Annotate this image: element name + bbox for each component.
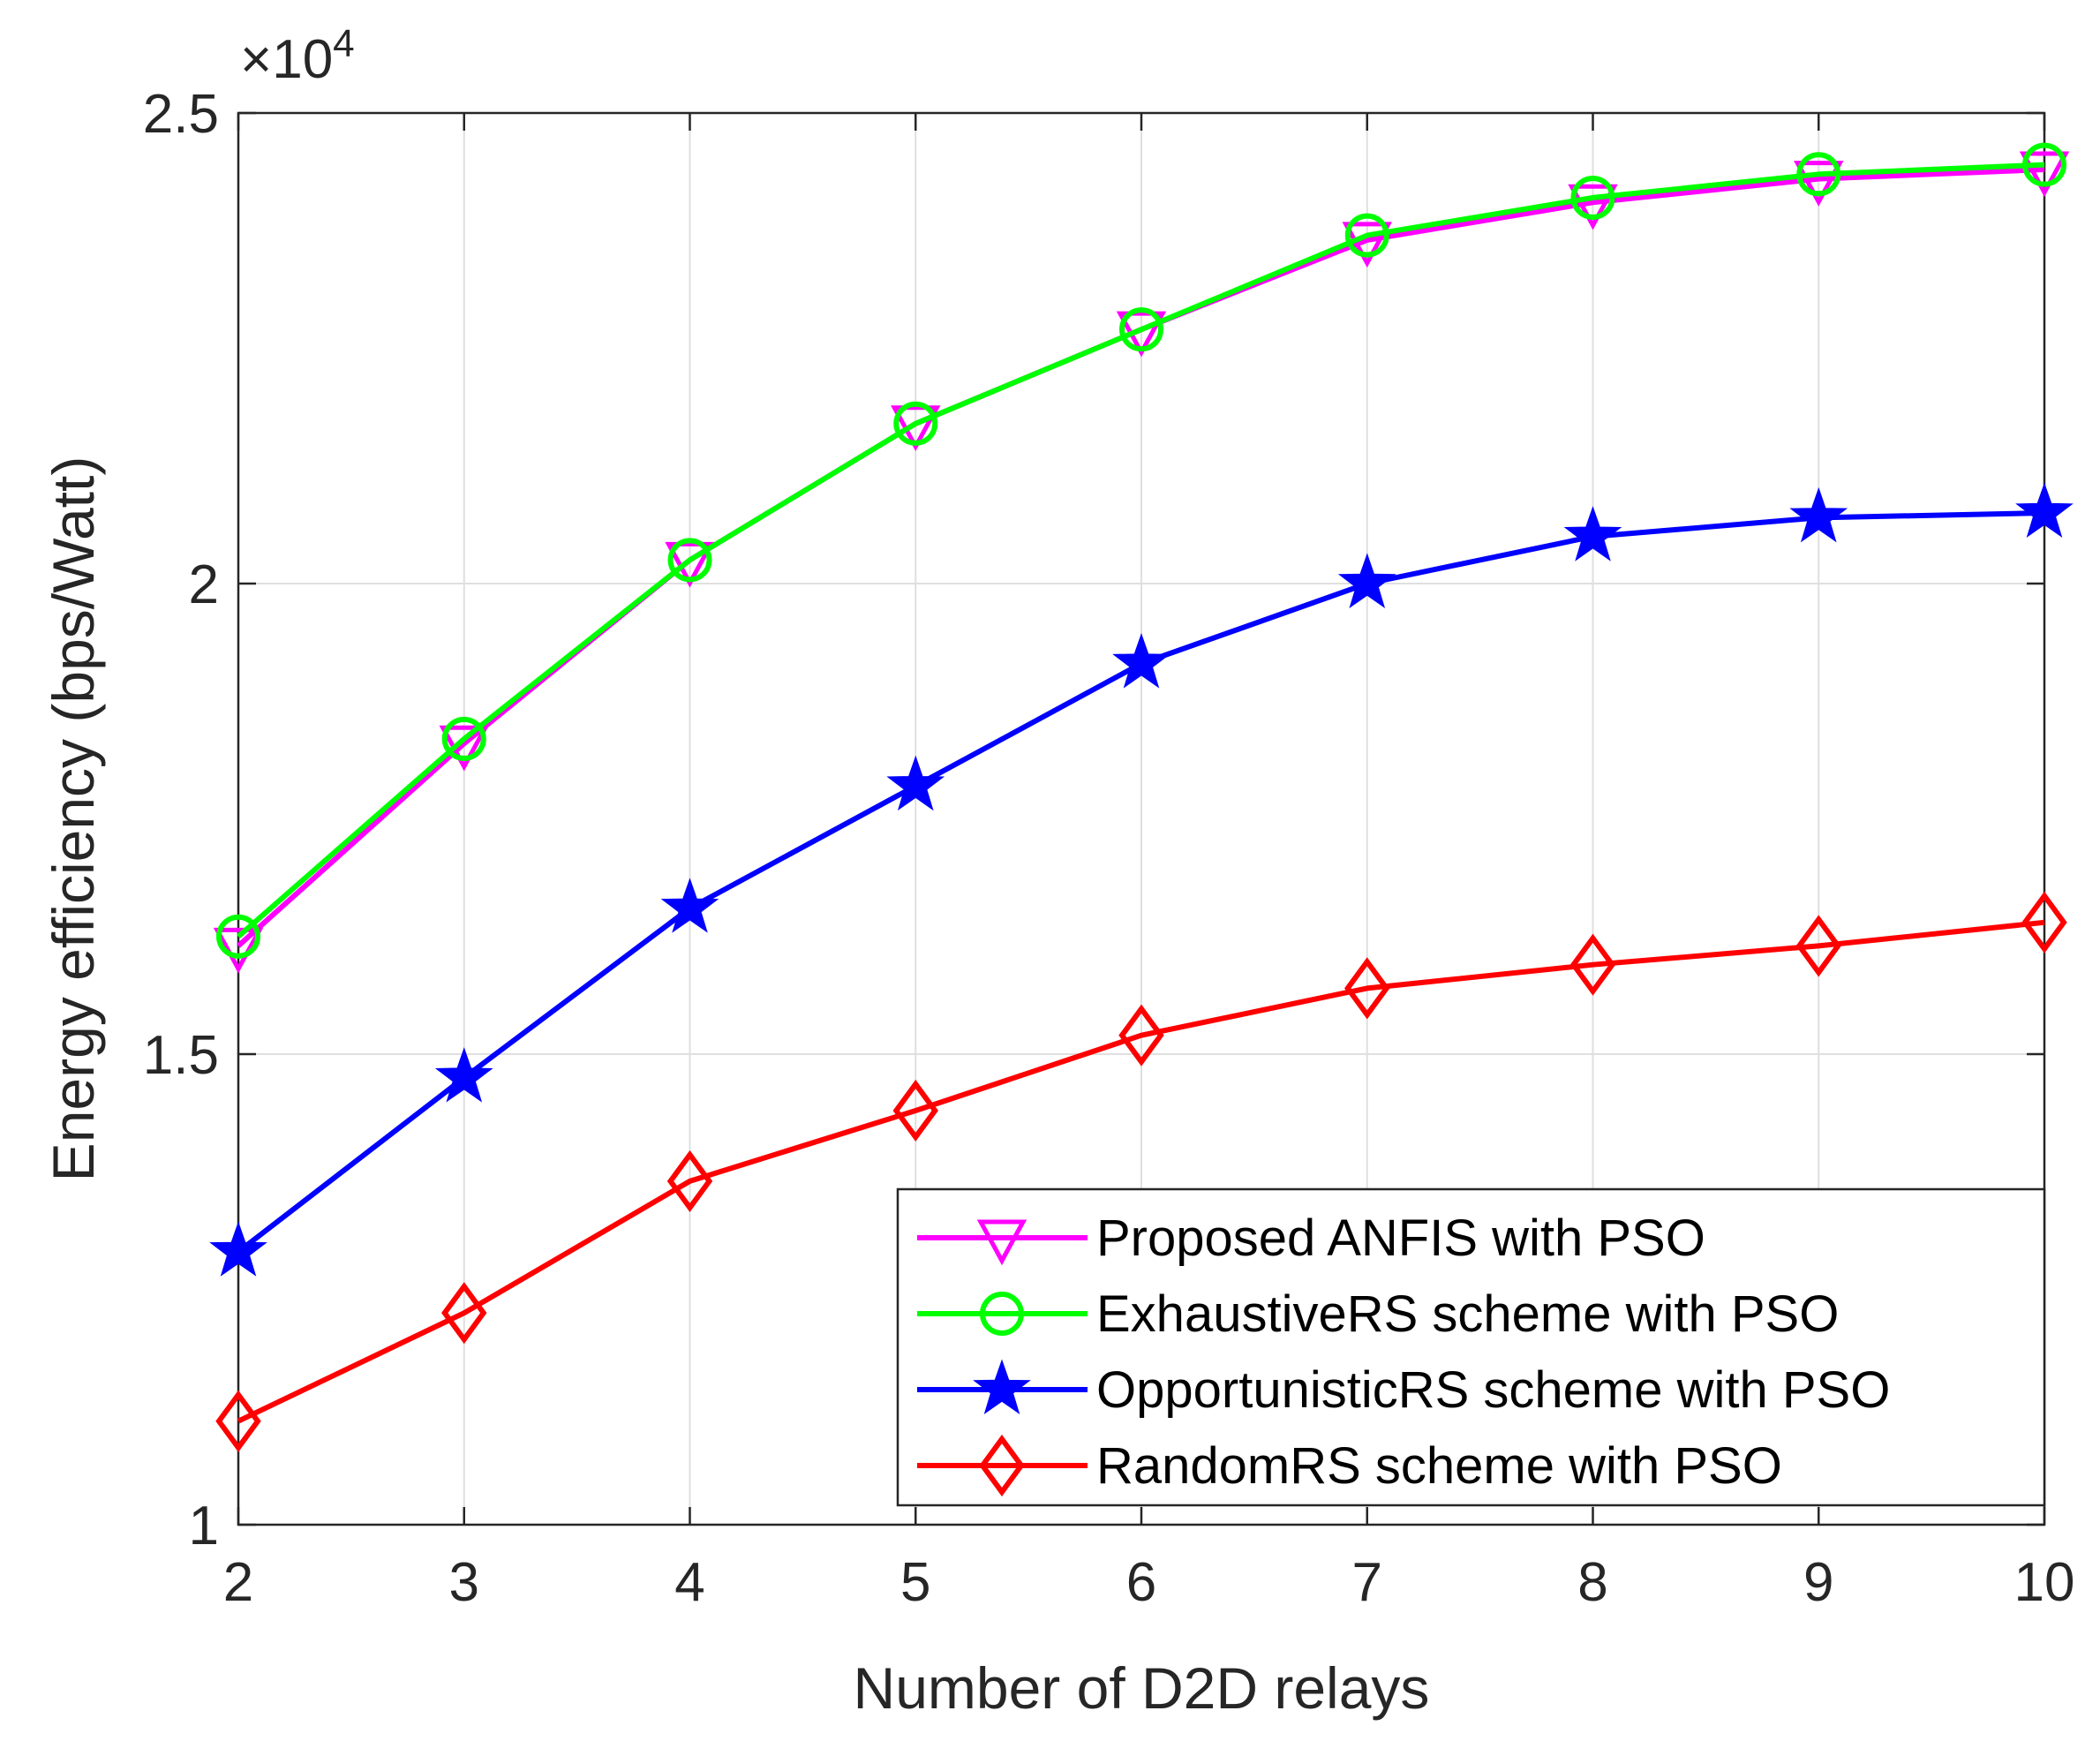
data-point [1118,1004,1164,1066]
y-tick-label: 1 [189,1496,219,1556]
data-point [1563,506,1622,561]
series-1 [216,142,2066,959]
data-point [892,1079,938,1142]
legend-label: Proposed ANFIS with PSO [1096,1210,1705,1267]
legend-box [896,1187,2046,1507]
y-tick-label: 2.5 [143,84,219,145]
data-point [215,1390,261,1452]
data-point [1789,486,1848,543]
x-tick-label: 4 [674,1552,704,1613]
y-tick-label: 2 [189,554,219,615]
data-point [2022,142,2066,187]
data-point [1569,933,1616,996]
data-point [665,541,715,588]
series-line [237,919,2045,1424]
data-point [2019,151,2070,198]
y-axis-exponent: ×104 [240,22,355,90]
data-point [1344,957,1390,1020]
x-tick-label: 5 [900,1552,930,1613]
data-point [213,927,264,974]
data-point [1568,184,1618,230]
plot-frame [237,111,2046,1526]
legend-item: Proposed ANFIS with PSO [917,1210,1705,1267]
x-tick-label: 6 [1126,1552,1156,1613]
legend-marker [979,1434,1025,1497]
data-point [1570,175,1615,220]
data-point [209,1221,267,1277]
data-point [1119,307,1163,352]
series-3 [215,891,2067,1452]
data-point [1795,915,1841,977]
series-2 [209,482,2074,1277]
data-point [893,401,938,446]
x-tick-label: 9 [1803,1552,1833,1613]
data-point [667,538,712,583]
y-axis-label: Energy efficiency (bps/Watt) [41,456,106,1182]
legend-item: RandomRS scheme with PSO [917,1434,1782,1497]
legend-label: RandomRS scheme with PSO [1096,1437,1782,1495]
data-point [666,1149,713,1212]
legend-marker [976,1219,1027,1266]
data-point [1342,222,1392,268]
x-tick-label: 7 [1352,1552,1382,1613]
data-point [216,914,260,959]
legend-label: OpportunisticRS scheme with PSO [1096,1361,1890,1419]
data-point [1796,152,1841,197]
data-point [434,1047,493,1103]
x-axis-label: Number of D2D relays [854,1655,1430,1721]
series-line [237,162,2045,939]
data-point [660,878,719,933]
y-exponent-base: ×10 [240,29,333,90]
legend-marker [980,1292,1024,1336]
data-point [441,1282,487,1345]
data-point [2021,891,2067,953]
y-exponent-power: 4 [333,22,354,65]
legend-label: ExhaustiveRS scheme with PSO [1096,1285,1839,1343]
legend-item: ExhaustiveRS scheme with PSO [917,1285,1839,1343]
data-point [2015,482,2074,539]
data-point [1112,633,1170,689]
data-point [1337,553,1396,609]
data-point [1344,213,1389,258]
data-point [1794,161,1844,207]
x-tick-label: 10 [2014,1552,2075,1613]
legend-item: OpportunisticRS scheme with PSO [917,1359,1890,1419]
axes [237,111,2046,1526]
x-tick-label: 3 [449,1552,479,1613]
x-tick-label: 2 [223,1552,253,1613]
y-tick-label: 1.5 [143,1025,219,1086]
data-point [886,755,945,811]
legend: Proposed ANFIS with PSO ExhaustiveRS sche… [896,1187,2046,1507]
legend-marker [973,1359,1031,1415]
x-tick-label: 8 [1577,1552,1607,1613]
data-point [441,716,486,761]
tick-labels: 2 3 4 5 6 7 8 9 10 1 1.5 2 2.5 [143,84,2075,1613]
series-group [209,142,2074,1452]
